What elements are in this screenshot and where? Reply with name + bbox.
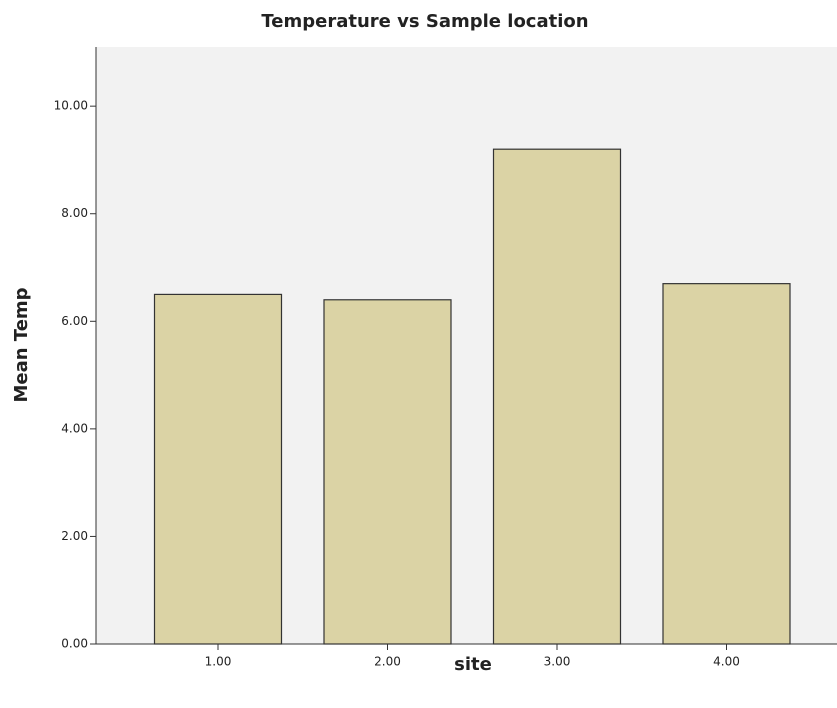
y-tick-label: 2.00 [61, 529, 88, 543]
bar [323, 299, 452, 645]
x-tick-label: 1.00 [205, 655, 232, 669]
x-tick-label: 4.00 [713, 655, 740, 669]
y-tick-label: 8.00 [61, 206, 88, 220]
bar [662, 283, 791, 645]
y-tick-label: 0.00 [61, 637, 88, 651]
bar [153, 293, 283, 645]
y-tick-label: 4.00 [61, 421, 88, 435]
y-tick-label: 10.00 [54, 99, 88, 113]
x-tick-label: 3.00 [544, 655, 571, 669]
bar [492, 148, 622, 645]
chart-title: Temperature vs Sample location [261, 11, 588, 32]
x-axis-label: site [454, 654, 492, 675]
x-tick-label: 2.00 [374, 655, 401, 669]
y-axis-label: Mean Temp [11, 287, 32, 402]
y-tick-label: 6.00 [61, 314, 88, 328]
